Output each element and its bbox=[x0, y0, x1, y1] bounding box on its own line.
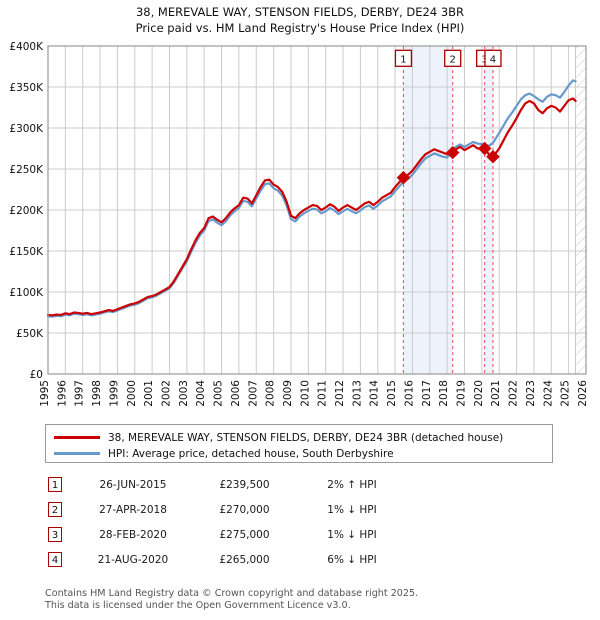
svg-text:2020: 2020 bbox=[473, 380, 485, 407]
svg-text:2005: 2005 bbox=[213, 380, 225, 407]
svg-text:£200K: £200K bbox=[9, 205, 44, 217]
svg-text:£50K: £50K bbox=[16, 328, 44, 340]
table-row: 3 28-FEB-2020 £275,000 1% ↓ HPI bbox=[45, 522, 465, 547]
svg-text:2024: 2024 bbox=[542, 380, 554, 407]
svg-text:2015: 2015 bbox=[386, 380, 398, 407]
txn-price: £239,500 bbox=[219, 478, 270, 491]
property-series-line bbox=[46, 97, 577, 317]
legend-label-property: 38, MEREVALE WAY, STENSON FIELDS, DERBY,… bbox=[108, 431, 504, 444]
svg-text:2000: 2000 bbox=[126, 380, 138, 407]
svg-text:£300K: £300K bbox=[9, 123, 44, 135]
svg-text:1996: 1996 bbox=[56, 380, 68, 407]
svg-text:£0: £0 bbox=[30, 369, 43, 381]
svg-text:2008: 2008 bbox=[265, 380, 277, 407]
txn-index-badge: 2 bbox=[48, 502, 62, 517]
footer-line2: This data is licensed under the Open Gov… bbox=[45, 599, 351, 611]
svg-text:1997: 1997 bbox=[74, 380, 86, 407]
svg-text:£100K: £100K bbox=[9, 287, 44, 299]
txn-hpi-delta: 1% ↓ HPI bbox=[327, 528, 377, 541]
txn-date: 26-JUN-2015 bbox=[99, 478, 167, 491]
txn-hpi-delta: 2% ↑ HPI bbox=[327, 478, 377, 491]
svg-text:2009: 2009 bbox=[282, 380, 294, 407]
x-axis-labels: 1995 1996 1997 1998 1999 2000 2001 2002 2003 2004… bbox=[39, 380, 589, 407]
chart-frame bbox=[47, 45, 587, 375]
svg-text:2017: 2017 bbox=[421, 380, 433, 407]
svg-text:2018: 2018 bbox=[438, 380, 450, 407]
svg-text:2004: 2004 bbox=[195, 380, 207, 407]
page-title-line1: 38, MEREVALE WAY, STENSON FIELDS, DERBY,… bbox=[135, 5, 465, 19]
svg-text:1998: 1998 bbox=[91, 380, 103, 407]
svg-text:2022: 2022 bbox=[508, 380, 520, 407]
table-row: 2 27-APR-2018 £270,000 1% ↓ HPI bbox=[45, 497, 465, 522]
svg-text:1: 1 bbox=[400, 54, 406, 65]
svg-text:2023: 2023 bbox=[525, 380, 537, 407]
svg-text:2025: 2025 bbox=[560, 380, 572, 407]
txn-date: 21-AUG-2020 bbox=[97, 553, 169, 566]
txn-price: £265,000 bbox=[219, 553, 270, 566]
svg-text:£250K: £250K bbox=[9, 164, 44, 176]
svg-text:2014: 2014 bbox=[369, 380, 381, 407]
svg-text:1995: 1995 bbox=[39, 380, 51, 407]
sale-point-markers bbox=[396, 141, 500, 185]
price-chart: £0 £50K £100K £150K £200K £250K £300K £350K £400… bbox=[9, 41, 589, 407]
chart-canvas: £0 £50K £100K £150K £200K £250K £300K £350K £400… bbox=[9, 41, 589, 407]
svg-text:2026: 2026 bbox=[577, 380, 589, 407]
txn-index-badge: 4 bbox=[48, 552, 62, 567]
table-row: 4 21-AUG-2020 £265,000 6% ↓ HPI bbox=[45, 547, 465, 572]
event-marker-boxes: 1234 bbox=[394, 49, 502, 67]
txn-index-badge: 1 bbox=[48, 477, 62, 492]
footer-attribution: Contains HM Land Registry data © Crown c… bbox=[45, 588, 585, 611]
footer-line1: Contains HM Land Registry data © Crown c… bbox=[45, 588, 419, 599]
svg-text:2016: 2016 bbox=[403, 380, 415, 407]
chart-legend: 38, MEREVALE WAY, STENSON FIELDS, DERBY,… bbox=[45, 424, 553, 463]
transactions-table: 1 26-JUN-2015 £239,500 2% ↑ HPI 2 27-APR… bbox=[45, 472, 465, 572]
svg-text:1999: 1999 bbox=[108, 380, 120, 407]
hpi-series-line bbox=[46, 79, 577, 318]
txn-hpi-delta: 1% ↓ HPI bbox=[327, 503, 377, 516]
svg-text:2002: 2002 bbox=[160, 380, 172, 407]
txn-price: £270,000 bbox=[219, 503, 270, 516]
txn-date: 27-APR-2018 bbox=[99, 503, 167, 516]
y-axis-labels: £0 £50K £100K £150K £200K £250K £300K £350K £400… bbox=[9, 41, 44, 381]
svg-text:2012: 2012 bbox=[334, 380, 346, 407]
svg-text:£350K: £350K bbox=[9, 82, 44, 94]
svg-text:4: 4 bbox=[490, 54, 496, 65]
svg-text:2003: 2003 bbox=[178, 380, 190, 407]
svg-text:2011: 2011 bbox=[317, 380, 329, 407]
txn-date: 28-FEB-2020 bbox=[99, 528, 167, 541]
txn-hpi-delta: 6% ↓ HPI bbox=[327, 553, 377, 566]
svg-text:2006: 2006 bbox=[230, 380, 242, 407]
svg-text:2001: 2001 bbox=[143, 380, 155, 407]
svg-text:2013: 2013 bbox=[351, 380, 363, 407]
table-row: 1 26-JUN-2015 £239,500 2% ↑ HPI bbox=[45, 472, 465, 497]
legend-label-hpi: HPI: Average price, detached house, Sout… bbox=[108, 447, 394, 460]
svg-text:2021: 2021 bbox=[490, 380, 502, 407]
page-title-line2: Price paid vs. HM Land Registry's House … bbox=[135, 21, 465, 35]
svg-text:£400K: £400K bbox=[9, 41, 44, 53]
page-title: 38, MEREVALE WAY, STENSON FIELDS, DERBY,… bbox=[0, 4, 600, 36]
svg-text:2010: 2010 bbox=[299, 380, 311, 407]
event-marker-lines bbox=[402, 46, 494, 374]
legend-swatch-hpi bbox=[54, 452, 100, 455]
txn-index-badge: 3 bbox=[48, 527, 62, 542]
svg-text:2: 2 bbox=[450, 54, 456, 65]
legend-item-property: 38, MEREVALE WAY, STENSON FIELDS, DERBY,… bbox=[54, 430, 544, 445]
legend-swatch-property bbox=[54, 436, 100, 439]
legend-item-hpi: HPI: Average price, detached house, Sout… bbox=[54, 446, 544, 461]
svg-text:2007: 2007 bbox=[247, 380, 259, 407]
txn-price: £275,000 bbox=[219, 528, 270, 541]
chart-gridlines bbox=[47, 45, 587, 375]
svg-text:£150K: £150K bbox=[9, 246, 44, 258]
svg-text:2019: 2019 bbox=[456, 380, 468, 407]
